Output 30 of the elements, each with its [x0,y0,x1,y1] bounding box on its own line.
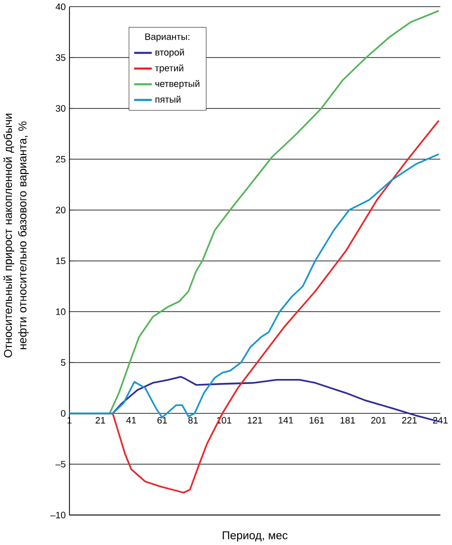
legend-label: второй [156,48,184,58]
x-axis-title: Период, мес [223,531,288,542]
y-tick-label: 35 [56,54,66,61]
legend-label: четвертый [156,80,200,89]
legend-label: третий [155,64,184,74]
y-axis-title: Относительный прирост накопленной добычи нефти относительно базового варианта, % [4,114,29,358]
y-tick-label: 10 [56,308,66,316]
x-tick-label: 41 [126,417,136,424]
x-tick-label: 61 [158,417,168,424]
y-tick-label: –10 [50,512,66,518]
legend-label: пятый [156,96,181,103]
y-tick-label: 20 [56,206,66,214]
x-tick-label: 241 [433,417,448,424]
x-tick-label: 181 [340,417,356,424]
x-tick-label: 161 [310,417,324,424]
x-tick-label: 201 [371,417,386,424]
y-tick-label: –5 [56,460,66,468]
y-tick-label: 5 [61,359,66,366]
y-tick-label: 15 [56,258,66,264]
x-tick-label: 141 [278,417,294,424]
x-tick-label: 121 [248,417,262,424]
y-tick-label: 25 [56,156,66,163]
x-tick-label: 221 [402,417,417,424]
y-tick-label: 0 [61,410,66,417]
legend-title: Варианты: [146,33,190,42]
line-series [68,153,440,418]
y-tick-label: 30 [56,105,66,112]
x-tick-label: 81 [188,417,198,424]
y-tick-label: 40 [56,3,66,10]
x-tick-label: 21 [96,417,106,424]
